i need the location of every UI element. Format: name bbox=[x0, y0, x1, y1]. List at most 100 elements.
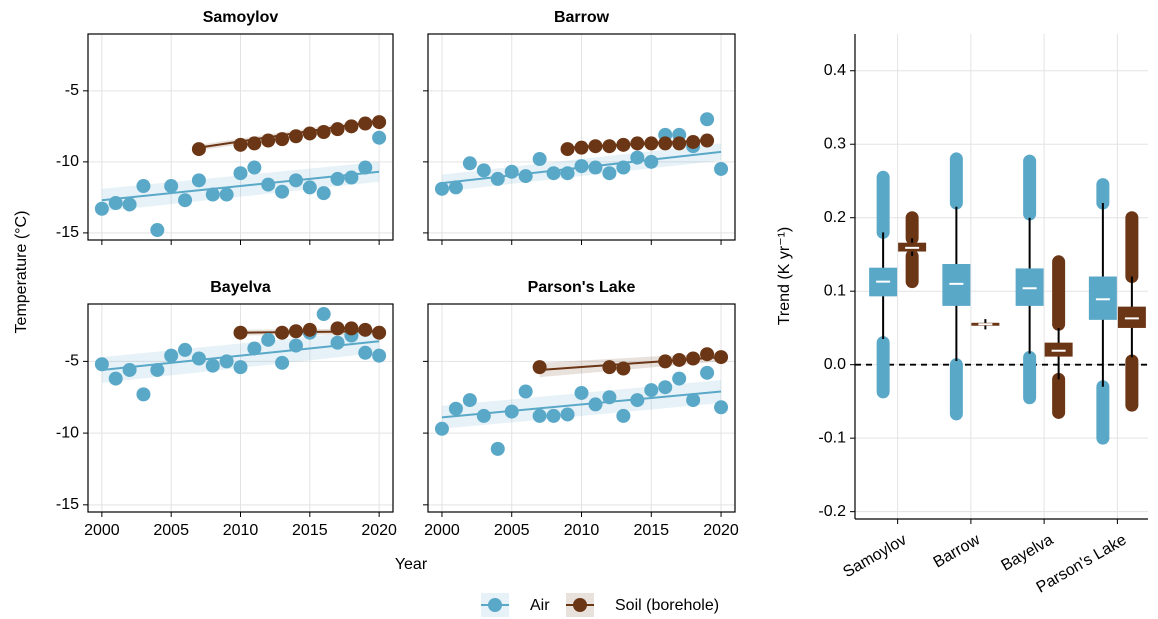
y-tick-label: -5 bbox=[65, 353, 79, 370]
x-tick-label: 2000 bbox=[424, 522, 460, 539]
x-tick-label: Bayelva bbox=[998, 531, 1056, 574]
data-point bbox=[490, 171, 505, 186]
data-point bbox=[275, 325, 290, 340]
data-point bbox=[330, 321, 345, 336]
data-point bbox=[700, 365, 715, 380]
data-point bbox=[275, 184, 290, 199]
data-point bbox=[372, 130, 387, 145]
data-point bbox=[658, 380, 673, 395]
panel-title: Parson's Lake bbox=[528, 279, 636, 296]
data-point bbox=[108, 371, 123, 386]
data-point bbox=[178, 193, 193, 208]
data-point bbox=[462, 393, 477, 408]
data-point bbox=[602, 390, 617, 405]
data-point bbox=[574, 140, 589, 155]
data-point bbox=[372, 348, 387, 363]
x-tick-label: 2000 bbox=[84, 522, 120, 539]
data-point bbox=[518, 384, 533, 399]
data-point bbox=[288, 129, 303, 144]
data-point bbox=[630, 393, 645, 408]
data-point bbox=[108, 196, 123, 211]
data-point bbox=[714, 350, 729, 365]
data-point bbox=[247, 160, 262, 175]
y-tick-label: -0.1 bbox=[818, 429, 846, 446]
x-tick-label: 2005 bbox=[494, 522, 530, 539]
data-point bbox=[560, 142, 575, 157]
data-point bbox=[316, 125, 331, 140]
data-point bbox=[476, 408, 491, 423]
data-point bbox=[602, 166, 617, 181]
data-point bbox=[344, 119, 359, 134]
data-point bbox=[616, 408, 631, 423]
plot-frame bbox=[427, 303, 736, 513]
data-point bbox=[302, 322, 317, 337]
y-tick-label: -10 bbox=[56, 424, 79, 441]
data-point bbox=[532, 408, 547, 423]
y-tick-label: -15 bbox=[56, 496, 79, 513]
data-point bbox=[164, 348, 179, 363]
data-point bbox=[462, 156, 477, 171]
plot-frame bbox=[87, 33, 394, 241]
data-point bbox=[261, 332, 276, 347]
data-point bbox=[588, 397, 603, 412]
data-point bbox=[275, 355, 290, 370]
data-point bbox=[672, 352, 687, 367]
data-point bbox=[574, 385, 589, 400]
legend-label: Soil (borehole) bbox=[615, 597, 719, 614]
data-point bbox=[247, 136, 262, 151]
data-point bbox=[150, 362, 165, 377]
data-point bbox=[616, 137, 631, 152]
legend-marker bbox=[488, 598, 502, 612]
x-tick-label: 2005 bbox=[153, 522, 189, 539]
data-point bbox=[330, 335, 345, 350]
y-tick-label: 0.0 bbox=[824, 356, 846, 373]
box bbox=[1015, 268, 1044, 306]
data-point bbox=[602, 139, 617, 154]
panel-title: Samoylov bbox=[203, 9, 279, 26]
data-point bbox=[219, 354, 234, 369]
x-tick-label: 2020 bbox=[361, 522, 397, 539]
data-point bbox=[616, 160, 631, 175]
data-point bbox=[288, 173, 303, 188]
data-point bbox=[546, 166, 561, 181]
data-point bbox=[574, 159, 589, 174]
data-point bbox=[588, 139, 603, 154]
plot-frame bbox=[87, 303, 394, 513]
data-point bbox=[672, 371, 687, 386]
data-point bbox=[247, 341, 262, 356]
data-point bbox=[191, 142, 206, 157]
data-point bbox=[233, 137, 248, 152]
data-point bbox=[344, 321, 359, 336]
data-point bbox=[191, 351, 206, 366]
y-tick-label: -5 bbox=[65, 82, 79, 99]
data-point bbox=[476, 163, 491, 178]
data-point bbox=[275, 132, 290, 147]
data-point bbox=[136, 387, 151, 402]
data-point bbox=[658, 354, 673, 369]
y-axis-label: Trend (K yr⁻¹) bbox=[776, 227, 793, 326]
data-point bbox=[233, 360, 248, 375]
data-point bbox=[532, 360, 547, 375]
data-point bbox=[686, 393, 701, 408]
data-point bbox=[448, 180, 463, 195]
y-axis-label: Temperature (°C) bbox=[13, 211, 30, 334]
data-point bbox=[714, 161, 729, 176]
data-point bbox=[686, 351, 701, 366]
data-point bbox=[448, 401, 463, 416]
data-point bbox=[532, 152, 547, 167]
data-point bbox=[644, 383, 659, 398]
x-tick-label: Barrow bbox=[931, 531, 984, 571]
data-point bbox=[344, 170, 359, 185]
y-tick-label: 0.4 bbox=[824, 62, 846, 79]
data-point bbox=[616, 361, 631, 376]
data-point bbox=[358, 116, 373, 131]
data-point bbox=[261, 133, 276, 148]
y-tick-label: 0.2 bbox=[824, 209, 846, 226]
box bbox=[1088, 276, 1117, 320]
data-point bbox=[686, 134, 701, 149]
y-tick-label: 0.3 bbox=[824, 135, 846, 152]
data-point bbox=[372, 115, 387, 130]
box bbox=[942, 264, 971, 306]
x-tick-label: 2015 bbox=[292, 522, 328, 539]
